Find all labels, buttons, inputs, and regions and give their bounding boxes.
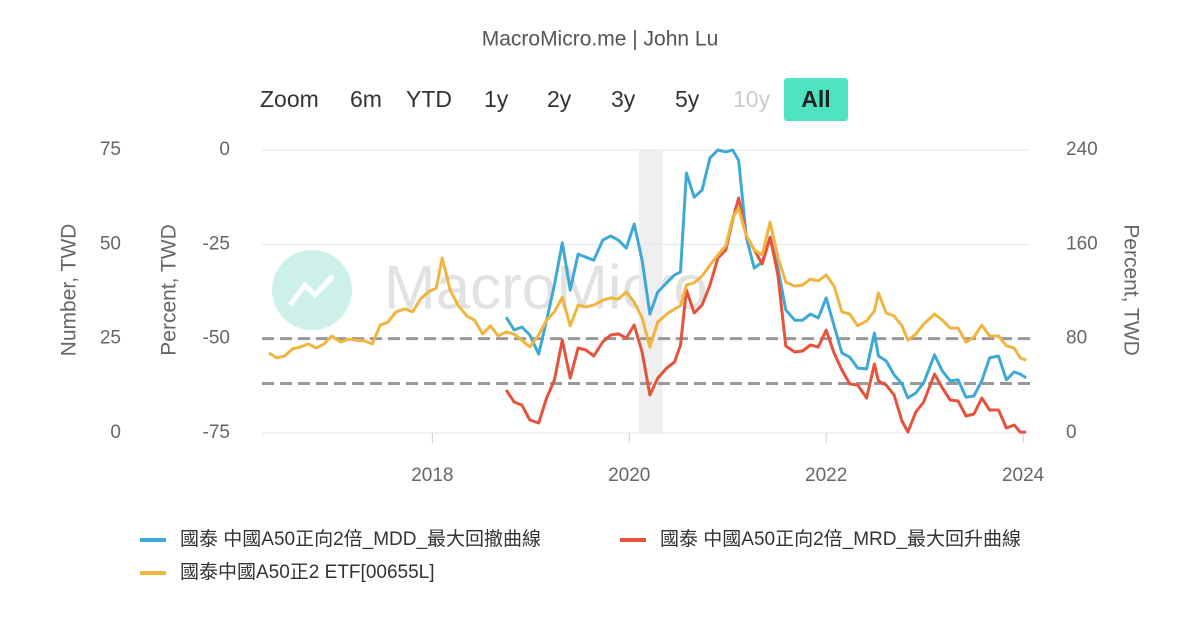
y-axis-title: Number, TWD [58, 224, 81, 357]
y3-tick-label: 80 [1066, 328, 1087, 349]
zoom-label: Zoom [260, 86, 319, 112]
y-tick-label: 0 [110, 422, 121, 443]
y-tick-label: 50 [100, 233, 121, 254]
y3-tick-label: 160 [1066, 233, 1098, 254]
legend-item[interactable]: 國泰中國A50正2 ETF[00655L] [140, 561, 435, 583]
zoom-button[interactable]: 3y [611, 86, 636, 112]
zoom-button[interactable]: All [801, 86, 830, 112]
chart-title: MacroMicro.me | John Lu [482, 28, 719, 51]
zoom-button[interactable]: YTD [406, 86, 452, 112]
series-line [504, 196, 1027, 434]
y3-axis-title: Percent, TWD [1119, 224, 1142, 355]
legend-label: 國泰 中國A50正向2倍_MRD_最大回升曲線 [660, 528, 1021, 550]
y2-tick-label: -75 [203, 422, 230, 443]
x-tick-label: 2024 [1002, 465, 1045, 486]
watermark-logo-line [288, 274, 335, 307]
x-tick-label: 2018 [411, 465, 453, 486]
x-tick-label: 2020 [608, 465, 650, 486]
y2-tick-label: -50 [203, 328, 230, 349]
zoom-button: 10y [733, 86, 771, 112]
y2-tick-label: -25 [203, 233, 230, 254]
y3-tick-label: 240 [1066, 139, 1098, 160]
zoom-button[interactable]: 6m [350, 86, 382, 112]
y2-tick-label: 0 [219, 139, 230, 160]
zoom-button[interactable]: 1y [484, 86, 509, 112]
y3-tick-label: 0 [1066, 422, 1077, 443]
y2-axis-title: Percent, TWD [158, 224, 181, 355]
zoom-button[interactable]: 5y [675, 86, 700, 112]
series-line [268, 206, 1027, 362]
y-tick-label: 25 [100, 328, 121, 349]
zoom-button[interactable]: 2y [547, 86, 572, 112]
legend-label: 國泰中國A50正2 ETF[00655L] [180, 561, 435, 583]
y-tick-label: 75 [100, 139, 121, 160]
legend-label: 國泰 中國A50正向2倍_MDD_最大回撤曲線 [180, 528, 541, 550]
legend-item[interactable]: 國泰 中國A50正向2倍_MDD_最大回撤曲線 [140, 528, 541, 550]
zoom-button-bg[interactable] [784, 78, 848, 121]
legend-item[interactable]: 國泰 中國A50正向2倍_MRD_最大回升曲線 [620, 528, 1021, 550]
x-tick-label: 2022 [805, 465, 847, 486]
